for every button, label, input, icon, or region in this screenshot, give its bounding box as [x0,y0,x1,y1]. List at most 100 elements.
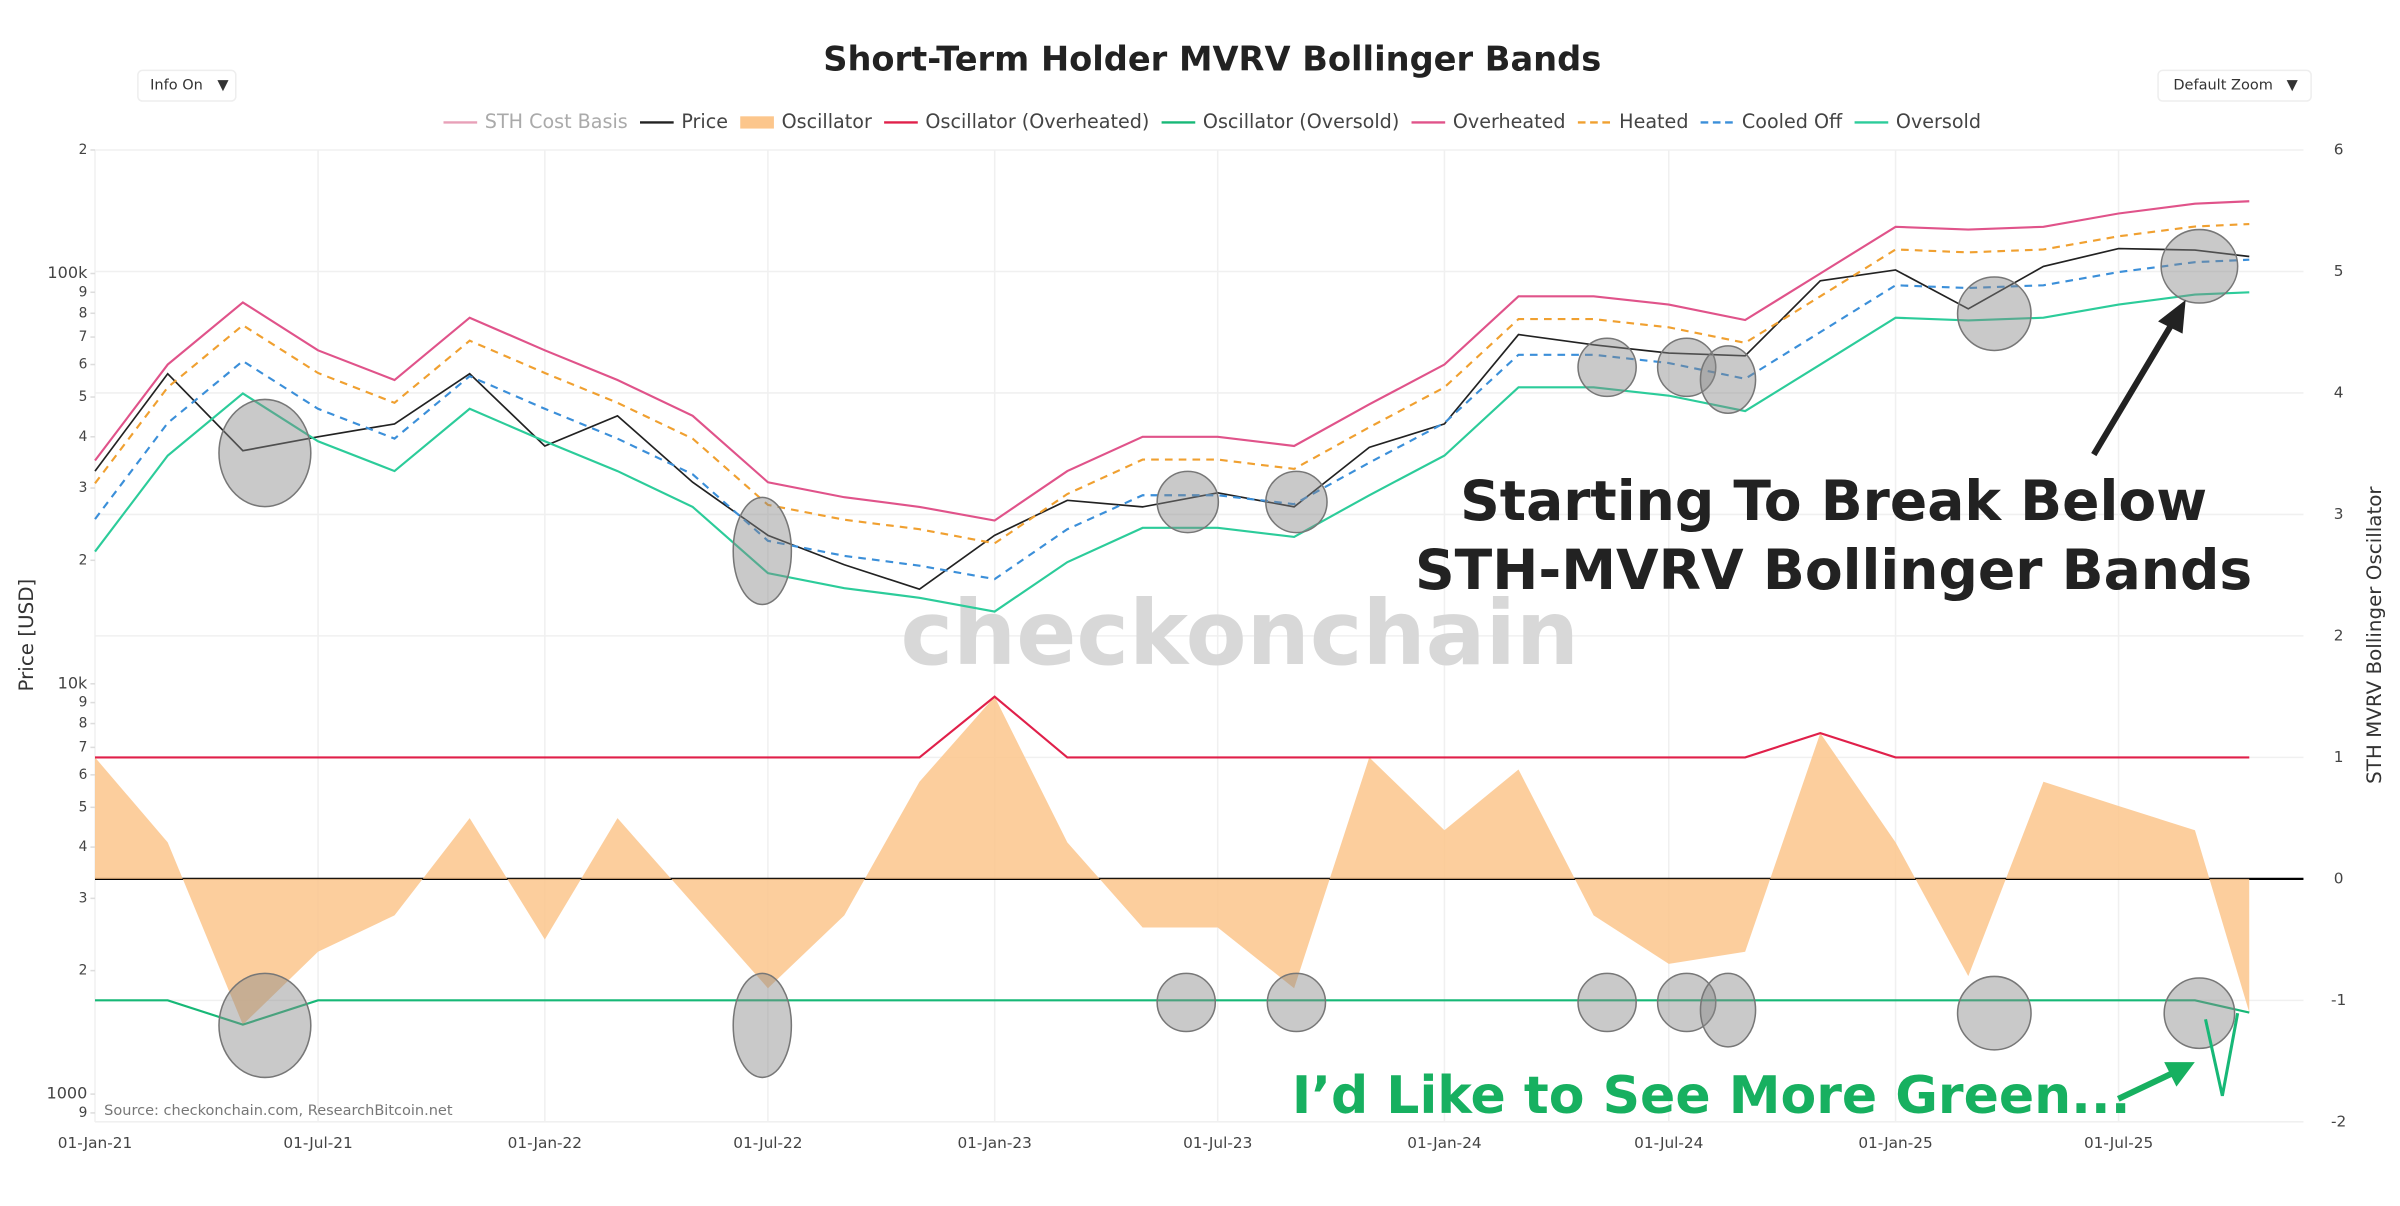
dropdown-icon: ▼ [217,78,229,94]
x-tick-label: 01-Jan-25 [1858,1134,1932,1152]
series-line [94,222,2250,545]
y-tick-label: 3 [79,890,88,906]
x-tick-label: 01-Jan-23 [957,1134,1031,1152]
legend-label[interactable]: Heated [1619,110,1688,133]
y-tick-label: 9 [79,695,88,711]
y-axis-title: Price [USD] [15,579,38,692]
chart-title: Short-Term Holder MVRV Bollinger Bands [823,40,1601,79]
y2-tick-label: -1 [2331,991,2346,1009]
y-tick-label: 8 [79,716,88,732]
y-tick-label: 9 [79,284,88,300]
circle [1577,972,1637,1033]
series-line [94,200,2250,522]
legend-item[interactable]: Heated [1577,110,1689,133]
y-tick-label: 7 [79,329,88,345]
series-line [95,999,2250,1026]
legend-label[interactable]: Price [681,110,728,133]
x-tick-label: 01-Jul-24 [1634,1134,1703,1152]
legend-item[interactable]: Cooled Off [1700,110,1843,133]
x-tick-label: 01-Jul-23 [1183,1134,1252,1152]
wish-line [2204,1012,2240,1097]
legend-label[interactable]: Oscillator (Overheated) [925,110,1149,133]
x-tick-label: 01-Jan-22 [508,1134,582,1152]
dropdown-icon: ▼ [2287,78,2299,94]
circle [2160,228,2239,304]
y-tick-label: 6 [79,357,88,373]
arrow [2116,1068,2178,1102]
x-tick-label: 01-Jan-21 [58,1134,132,1152]
legend-label[interactable]: Oversold [1896,110,1981,133]
arrow [2091,319,2176,457]
circle [1265,470,1328,534]
y-tick-label: 6 [79,767,88,783]
y-tick-label: 3 [79,480,88,496]
highlight-circles [218,228,2239,1079]
y2-tick-label: -2 [2331,1112,2346,1130]
legend-item[interactable]: Price [640,110,728,133]
legend-item[interactable]: Oversold [1854,110,1981,133]
series-area [95,696,2250,1025]
legend-label[interactable]: Oscillator (Oversold) [1203,110,1399,133]
zoom-button-label[interactable]: Default Zoom [2173,78,2273,94]
info-button-label[interactable]: Info On [150,78,203,94]
y2-axis-title: STH MVRV Bollinger Oscillator [2363,486,2386,784]
y-tick-label: 8 [79,305,88,321]
circle [1699,972,1757,1048]
circle [2163,977,2236,1050]
zoom-button[interactable] [2157,69,2312,102]
y-tick-label: 2 [79,142,88,158]
y2-tick-label: 5 [2334,262,2344,280]
legend-label[interactable]: Oscillator [782,110,872,133]
y-tick-label: 1000 [47,1084,88,1103]
circle [1956,276,2032,352]
legend-item[interactable]: Oscillator (Overheated) [884,110,1149,133]
legend-item[interactable]: Oscillator [740,110,872,133]
legend-swatch [740,116,774,129]
source: Source: checkonchain.com, ResearchBitcoi… [104,1103,453,1119]
y2-tick-label: 1 [2334,748,2344,766]
y-tick-label: 9 [79,1105,88,1121]
legend-label[interactable]: Overheated [1453,110,1566,133]
arrow-head [2158,299,2186,334]
x-tick-label: 01-Jul-21 [283,1134,352,1152]
x-tick-label: 01-Jul-22 [733,1134,802,1152]
circle [218,972,312,1079]
x-tick-label: 01-Jul-25 [2084,1134,2153,1152]
y2-tick-label: 4 [2334,383,2344,401]
y-tick-label: 2 [79,552,88,568]
info-button[interactable] [137,69,237,102]
marks [94,200,2250,1026]
annotation: I’d Like to See More Green... [1292,1066,2131,1126]
annotation: Starting To Break Below [1460,469,2207,533]
y-tick-label: 5 [79,799,88,815]
circle [218,398,312,508]
legend-item[interactable]: STH Cost Basis [443,110,628,133]
series-line [94,258,2250,581]
y-tick-label: 7 [79,739,88,755]
series-line [95,695,2250,759]
legend-label[interactable]: STH Cost Basis [485,110,628,133]
circle [1156,470,1220,534]
circle [732,496,793,606]
y-tick-label: 100k [47,263,88,282]
arrow-head [2164,1062,2195,1087]
series-line [94,291,2250,613]
y-tick-label: 2 [79,963,88,979]
y-tick-label: 5 [79,389,88,405]
legend-item[interactable]: Oscillator (Oversold) [1161,110,1400,133]
series-line [94,247,2250,591]
y-tick-label: 4 [79,839,88,855]
y-tick-label: 10k [58,673,88,692]
x-tick-label: 01-Jan-24 [1407,1134,1481,1152]
legend-label[interactable]: Cooled Off [1742,110,1843,133]
y2-tick-label: 6 [2334,140,2344,158]
y2-tick-label: 0 [2334,869,2344,887]
circle [1577,337,1637,398]
circle [1266,972,1327,1033]
y2-tick-label: 2 [2334,626,2344,644]
legend-item[interactable]: Overheated [1411,110,1566,133]
y-tick-label: 4 [79,429,88,445]
annotation: STH-MVRV Bollinger Bands [1415,538,2252,602]
